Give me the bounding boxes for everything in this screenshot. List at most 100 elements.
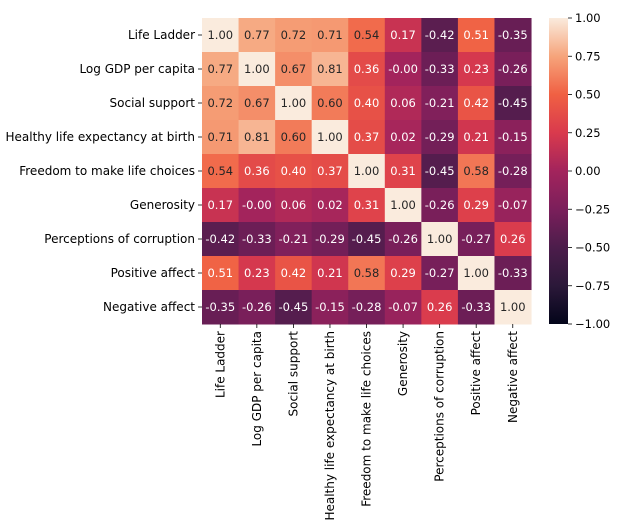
cell-value-label: -0.26 (425, 198, 455, 212)
cell-value-label: 0.67 (244, 96, 270, 110)
heatmap-cell (238, 52, 276, 87)
cell-value-label: 1.00 (207, 28, 233, 42)
cell-value-label: 0.54 (354, 28, 380, 42)
heatmap-cell (275, 154, 313, 189)
heatmap-cell (457, 222, 495, 257)
cell-value-label: -0.33 (461, 300, 491, 314)
heatmap-cell (494, 290, 532, 325)
colorbar-tick-label: 0.00 (575, 164, 601, 178)
cell-value-label: 0.42 (463, 96, 489, 110)
heatmap-cell (494, 256, 532, 291)
heatmap-cell (384, 256, 422, 291)
cell-value-label: 0.81 (244, 130, 270, 144)
column-label-healthy-life-expectancy-at-birth: Healthy life expectancy at birth (323, 331, 337, 520)
cell-value-label: 1.00 (244, 62, 270, 76)
column-label-perceptions-of-corruption: Perceptions of corruption (433, 331, 447, 482)
heatmap-cell (348, 86, 386, 121)
cell-value-label: -0.33 (498, 266, 528, 280)
colorbar-tick-label: −0.25 (575, 202, 610, 216)
cell-value-label: -0.15 (315, 300, 345, 314)
heatmap-cell (238, 256, 276, 291)
cell-value-label: 0.29 (390, 266, 416, 280)
cell-value-label: -0.35 (205, 300, 235, 314)
cell-value-label: 1.00 (427, 232, 453, 246)
cell-value-label: 0.60 (317, 96, 343, 110)
row-label-life-ladder: Life Ladder (128, 28, 195, 42)
heatmap-cell (457, 290, 495, 325)
row-label-negative-affect: Negative affect (103, 300, 195, 314)
cell-value-label: -0.26 (498, 62, 528, 76)
heatmap-cell (457, 256, 495, 291)
cell-value-label: -0.00 (242, 198, 272, 212)
cell-value-label: 0.02 (317, 198, 343, 212)
cell-value-label: 0.06 (390, 96, 416, 110)
cell-value-label: -0.21 (425, 96, 455, 110)
heatmap-cell (457, 52, 495, 87)
row-label-perceptions-of-corruption: Perceptions of corruption (44, 232, 195, 246)
heatmap-cell (494, 222, 532, 257)
heatmap-cell (275, 86, 313, 121)
column-label-negative-affect: Negative affect (506, 331, 520, 423)
heatmap-cell (202, 256, 240, 291)
heatmap-cell (202, 18, 240, 53)
cell-value-label: 0.54 (207, 164, 233, 178)
cell-value-label: 0.71 (317, 28, 343, 42)
heatmap-cell (238, 154, 276, 189)
heatmap-cell (238, 290, 276, 325)
cell-value-label: 1.00 (281, 96, 307, 110)
heatmap-cell (275, 290, 313, 325)
heatmap-cell (494, 18, 532, 53)
cell-value-label: 0.72 (207, 96, 233, 110)
colorbar-tick-label: 0.50 (575, 88, 601, 102)
row-labels: Life Ladder Log GDP per capita Social supp… (5, 28, 202, 314)
colorbar: 1.00 0.75 0.50 0.25 0.00 −0.25 −0.50 −0.75 −1.00 (549, 11, 610, 331)
colorbar-ticks: 1.00 0.75 0.50 0.25 0.00 −0.25 −0.50 −0.75 −1.00 (568, 11, 610, 331)
cell-value-label: 0.60 (281, 130, 307, 144)
heatmap-cell (202, 52, 240, 87)
heatmap-cell (348, 52, 386, 87)
heatmap-cell (311, 52, 349, 87)
cell-value-label: 0.26 (500, 232, 526, 246)
cell-value-label: 0.23 (463, 62, 489, 76)
cell-value-label: 0.21 (463, 130, 489, 144)
heatmap-cell (238, 86, 276, 121)
heatmap-cell (384, 290, 422, 325)
cell-value-label: -0.29 (425, 130, 455, 144)
colorbar-tick-label: −0.50 (575, 241, 610, 255)
cell-value-label: 0.77 (207, 62, 233, 76)
cell-value-label: -0.26 (242, 300, 272, 314)
cell-value-label: -0.26 (388, 232, 418, 246)
heatmap-cell (348, 256, 386, 291)
cell-value-label: -0.15 (498, 130, 528, 144)
heatmap-cell (202, 86, 240, 121)
cell-value-label: 1.00 (500, 300, 526, 314)
cell-value-label: -0.45 (425, 164, 455, 178)
heatmap-cell (494, 120, 532, 155)
row-label-generosity: Generosity (130, 198, 195, 212)
colorbar-tick-label: 0.75 (575, 49, 601, 63)
heatmap-cell (275, 256, 313, 291)
cell-value-label: -0.35 (498, 28, 528, 42)
heatmap-cell (384, 154, 422, 189)
cell-value-label: 0.37 (354, 130, 380, 144)
row-label-positive-affect: Positive affect (111, 266, 196, 280)
cell-value-label: 0.29 (463, 198, 489, 212)
heatmap-cell (238, 120, 276, 155)
row-label-freedom-to-make-life-choices: Freedom to make life choices (19, 164, 195, 178)
column-label-life-ladder: Life Ladder (213, 331, 227, 398)
cell-value-label: 0.67 (281, 62, 307, 76)
heatmap-cell (202, 188, 240, 223)
heatmap-cell (384, 86, 422, 121)
heatmap-cell (348, 18, 386, 53)
cell-value-label: 1.00 (463, 266, 489, 280)
row-label-healthy-life-expectancy-at-birth: Healthy life expectancy at birth (5, 130, 195, 144)
cell-value-label: -0.33 (242, 232, 272, 246)
heatmap-cell (421, 222, 459, 257)
heatmap-cell (457, 18, 495, 53)
cell-value-label: -0.00 (388, 62, 418, 76)
heatmap-cell (421, 188, 459, 223)
column-label-log-gdp-per-capita: Log GDP per capita (250, 331, 264, 447)
row-label-log-gdp-per-capita: Log GDP per capita (79, 62, 195, 76)
heatmap-cell (384, 52, 422, 87)
